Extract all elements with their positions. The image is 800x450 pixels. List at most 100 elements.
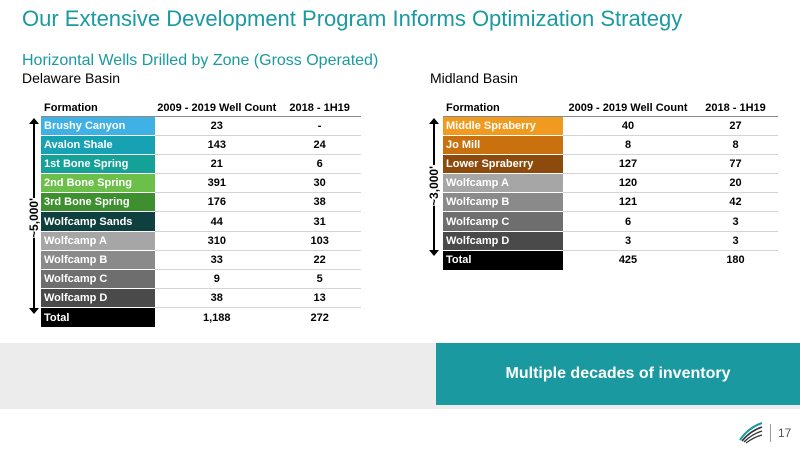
- table-row: Wolfcamp D 38 13: [41, 288, 361, 309]
- total-count: 425: [618, 254, 638, 267]
- recent-cell: 42: [693, 192, 778, 213]
- count-cell: 40: [563, 116, 693, 136]
- table-row: 1st Bone Spring 21 6: [41, 154, 361, 175]
- footer-divider: [770, 424, 771, 442]
- formation-cell: Middle Spraberry: [443, 116, 563, 136]
- header-formation: Formation: [443, 100, 563, 117]
- table-row: Wolfcamp A 310 103: [41, 231, 361, 251]
- recent-cell: 27: [693, 116, 778, 136]
- formation-cell: Wolfcamp B: [443, 192, 563, 213]
- recent-cell: 77: [693, 154, 778, 175]
- recent-cell: 3: [693, 211, 778, 232]
- count-cell: 6: [563, 211, 693, 232]
- total-row: Total 1,188 272: [41, 307, 361, 328]
- header-recent: 2018 - 1H19: [693, 100, 778, 117]
- arrow-up-icon: [429, 118, 439, 124]
- count-cell: 391: [155, 173, 279, 194]
- recent-cell: 13: [278, 288, 361, 309]
- recent-cell: 24: [278, 135, 361, 155]
- count-cell: 127: [563, 154, 693, 175]
- recent-cell: 30: [278, 173, 361, 194]
- table-row: Avalon Shale 143 24: [41, 135, 361, 155]
- company-logo-icon: [739, 422, 763, 444]
- page-title: Our Extensive Development Program Inform…: [22, 6, 683, 31]
- count-cell: 310: [155, 231, 279, 251]
- table-row: Brushy Canyon 23-: [41, 116, 361, 136]
- table-row: 2nd Bone Spring 391 30: [41, 173, 361, 194]
- recent-cell: 6: [278, 154, 361, 175]
- header-well-count: 2009 - 2019 Well Count: [563, 100, 693, 117]
- total-row: Total 425 180: [443, 250, 778, 270]
- count-cell: 143: [155, 135, 279, 155]
- total-recent: 272: [310, 311, 329, 324]
- table-header-row: Formation 2009 - 2019 Well Count 2018 - …: [41, 100, 361, 117]
- header-well-count: 2009 - 2019 Well Count: [155, 100, 279, 117]
- count-cell: 38: [155, 288, 279, 309]
- count-cell: 23: [155, 116, 279, 136]
- formation-cell: Wolfcamp D: [41, 288, 156, 309]
- table-header-row: Formation 2009 - 2019 Well Count 2018 - …: [443, 100, 778, 117]
- page-subtitle: Horizontal Wells Drilled by Zone (Gross …: [22, 52, 379, 69]
- delaware-depth-arrow: ~5,000': [24, 118, 44, 314]
- header-recent: 2018 - 1H19: [278, 100, 361, 117]
- table-row: Lower Spraberry 127 77: [443, 154, 778, 175]
- midland-depth-arrow: ~3,000': [424, 118, 444, 256]
- recent-cell: 22: [278, 250, 361, 271]
- delaware-depth-label: ~5,000': [27, 198, 41, 238]
- total-recent: 180: [726, 254, 745, 267]
- total-count: 1,188: [202, 311, 231, 324]
- callout-box: Multiple decades of inventory: [436, 343, 800, 405]
- count-cell: 8: [563, 135, 693, 155]
- table-row: Wolfcamp A 120 20: [443, 173, 778, 194]
- table-row: Wolfcamp B 121 42: [443, 192, 778, 213]
- total-label: Total: [41, 307, 156, 328]
- table-row: Wolfcamp B 33 22: [41, 250, 361, 271]
- formation-cell: Avalon Shale: [41, 135, 156, 155]
- midland-depth-label: ~3,000': [427, 166, 441, 206]
- formation-cell: Wolfcamp D: [443, 231, 563, 251]
- table-row: Middle Spraberry 40 27: [443, 116, 778, 136]
- delaware-wells-table: Formation 2009 - 2019 Well Count 2018 - …: [41, 100, 361, 328]
- formation-cell: Brushy Canyon: [41, 116, 156, 136]
- formation-cell: Wolfcamp C: [443, 211, 563, 232]
- arrow-down-icon: [29, 308, 39, 314]
- recent-cell: 3: [693, 231, 778, 251]
- count-cell: 3: [563, 231, 693, 251]
- header-formation: Formation: [41, 100, 156, 117]
- recent-cell: 20: [693, 173, 778, 194]
- recent-cell: -: [278, 116, 361, 136]
- recent-cell: 8: [693, 135, 778, 155]
- formation-cell: Wolfcamp A: [443, 173, 563, 194]
- formation-cell: Wolfcamp A: [41, 231, 156, 251]
- total-label: Total: [443, 250, 563, 270]
- formation-cell: 1st Bone Spring: [41, 154, 156, 175]
- recent-cell: 31: [278, 211, 361, 232]
- page-number: 17: [778, 426, 792, 440]
- formation-cell: Jo Mill: [443, 135, 563, 155]
- midland-wells-table: Formation 2009 - 2019 Well Count 2018 - …: [443, 100, 778, 270]
- arrow-down-icon: [429, 250, 439, 256]
- formation-cell: Lower Spraberry: [443, 154, 563, 175]
- formation-cell: Wolfcamp Sands: [41, 211, 156, 232]
- formation-cell: Wolfcamp B: [41, 250, 156, 271]
- count-cell: 21: [155, 154, 279, 175]
- count-cell: 176: [155, 192, 279, 213]
- table-row: Jo Mill 8 8: [443, 135, 778, 155]
- count-cell: 9: [155, 269, 279, 290]
- delaware-basin-label: Delaware Basin: [22, 70, 121, 86]
- count-cell: 44: [155, 211, 279, 232]
- recent-cell: 5: [278, 269, 361, 290]
- formation-cell: 3rd Bone Spring: [41, 192, 156, 213]
- arrow-up-icon: [29, 118, 39, 124]
- formation-cell: Wolfcamp C: [41, 269, 156, 290]
- table-row: 3rd Bone Spring 176 38: [41, 192, 361, 213]
- recent-cell: 103: [278, 231, 361, 251]
- formation-cell: 2nd Bone Spring: [41, 173, 156, 194]
- table-row: Wolfcamp Sands 44 31: [41, 211, 361, 232]
- recent-cell: 38: [278, 192, 361, 213]
- count-cell: 120: [563, 173, 693, 194]
- midland-basin-label: Midland Basin: [430, 70, 518, 86]
